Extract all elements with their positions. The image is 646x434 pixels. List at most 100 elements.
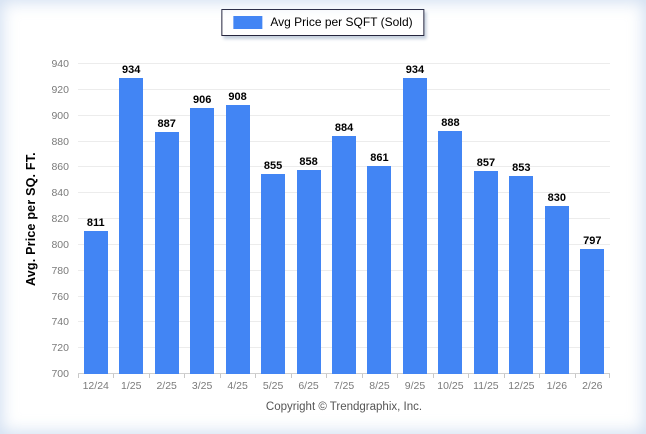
x-tick-label: 3/25 <box>191 380 213 392</box>
bar <box>296 169 321 374</box>
bar-value-label: 858 <box>299 155 318 168</box>
copyright-text: Copyright © Trendgraphix, Inc. <box>265 401 423 413</box>
y-tick-label: 760 <box>51 290 69 303</box>
bar-value-label: 853 <box>512 162 531 175</box>
bar-column: 934 <box>113 64 148 374</box>
y-tick-label: 800 <box>51 238 69 251</box>
gridline <box>78 88 610 90</box>
y-tick-label: 740 <box>51 316 69 329</box>
plot-area: 940 920 900 880 860 840 820 800 780 760 740 720 700 … <box>51 58 610 392</box>
bar-value-label: 830 <box>547 192 566 205</box>
legend-swatch <box>233 15 263 29</box>
bar <box>119 78 144 374</box>
bar <box>225 105 250 374</box>
x-tick-label: 5/25 <box>262 380 284 392</box>
bar <box>83 230 108 374</box>
bar-value-label: 861 <box>370 152 389 165</box>
x-tick-label: 9/25 <box>404 380 426 392</box>
x-tick-label: 12/25 <box>508 380 535 392</box>
gridline <box>78 63 610 64</box>
legend: Avg Price per SQFT (Sold) <box>221 9 425 36</box>
x-axis-tick <box>539 374 541 378</box>
bar-value-label: 797 <box>583 234 602 247</box>
x-axis-tick <box>397 374 399 378</box>
x-tick-label: 1/26 <box>546 380 568 392</box>
bar-column: 888 <box>433 64 468 374</box>
x-tick-label: 1/25 <box>120 380 142 392</box>
bar-column: 884 <box>326 64 361 374</box>
bar-column: 853 <box>504 64 539 374</box>
bar-column: 830 <box>539 64 574 374</box>
y-tick-label: 880 <box>51 135 69 148</box>
bar-column: 797 <box>575 64 610 374</box>
x-tick-label: 10/25 <box>437 380 464 392</box>
x-axis-tick <box>290 374 292 378</box>
gridline <box>78 114 610 116</box>
x-axis-tick <box>361 374 363 378</box>
x-axis-tick <box>432 374 434 378</box>
x-axis-labels: 12/24 1/25 2/25 3/25 4/25 5/25 6/25 7/25 8/25 9/2… <box>78 374 610 392</box>
y-tick-label: 780 <box>51 264 69 277</box>
x-tick-label: 2/25 <box>156 380 177 392</box>
bar-column: 934 <box>397 64 432 374</box>
x-axis-tick <box>468 374 470 378</box>
bar-columns: 811 934 887 906 908 855 858 884 861 934 888 857 853 8… <box>78 64 610 374</box>
legend-label: Avg Price per SQFT (Sold) <box>270 15 413 29</box>
bar-column: 857 <box>468 64 503 374</box>
x-axis-tick <box>113 374 115 378</box>
bar-value-label: 934 <box>405 64 425 76</box>
bar-value-label: 906 <box>192 93 212 106</box>
x-axis-tick <box>609 374 610 378</box>
x-axis-tick <box>255 374 257 378</box>
y-tick-label: 860 <box>51 161 69 174</box>
y-tick-label: 700 <box>51 368 69 380</box>
bar <box>367 166 392 374</box>
bar <box>190 107 215 374</box>
bar-value-label: 855 <box>263 159 283 172</box>
y-tick-label: 820 <box>51 213 69 225</box>
x-tick-label: 6/25 <box>298 380 319 392</box>
bar-column: 887 <box>149 64 184 374</box>
x-axis-tick <box>184 374 186 378</box>
bar-value-label: 857 <box>476 157 496 170</box>
bar <box>332 136 357 374</box>
bar-column: 855 <box>255 64 290 374</box>
bar-value-label: 888 <box>441 117 460 130</box>
bar <box>473 171 498 374</box>
x-tick-label: 2/26 <box>582 380 603 392</box>
bar-column: 908 <box>220 64 255 374</box>
bar <box>438 131 463 374</box>
bar-column: 858 <box>291 64 326 374</box>
y-tick-label: 900 <box>51 109 69 122</box>
x-axis-tick <box>326 374 328 378</box>
bar <box>509 176 534 374</box>
x-axis-tick <box>148 374 150 378</box>
y-tick-label: 840 <box>51 187 69 200</box>
bar <box>580 248 605 374</box>
x-axis-tick <box>574 374 576 378</box>
x-tick-label: 4/25 <box>227 380 248 392</box>
bar-value-label: 908 <box>228 91 247 104</box>
bar-column: 811 <box>78 64 113 374</box>
bar <box>154 132 179 374</box>
x-tick-label: 12/24 <box>82 380 109 392</box>
bar-value-label: 934 <box>122 64 141 76</box>
bar <box>544 206 569 374</box>
x-tick-label: 7/25 <box>333 380 355 392</box>
bar-value-label: 884 <box>334 122 354 135</box>
bar-value-label: 811 <box>86 216 105 229</box>
bar-column: 861 <box>362 64 397 374</box>
y-tick-label: 920 <box>51 83 69 96</box>
y-tick-label: 720 <box>51 342 69 355</box>
x-tick-label: 11/25 <box>473 380 499 392</box>
x-axis-tick <box>503 374 505 378</box>
y-tick-label: 940 <box>51 58 69 70</box>
x-tick-label: 8/25 <box>369 380 390 392</box>
bar <box>402 78 427 374</box>
x-axis-tick <box>78 374 79 378</box>
bar <box>261 173 286 374</box>
bar-column: 906 <box>184 64 219 374</box>
bar-value-label: 887 <box>157 118 176 131</box>
x-axis-tick <box>219 374 221 378</box>
